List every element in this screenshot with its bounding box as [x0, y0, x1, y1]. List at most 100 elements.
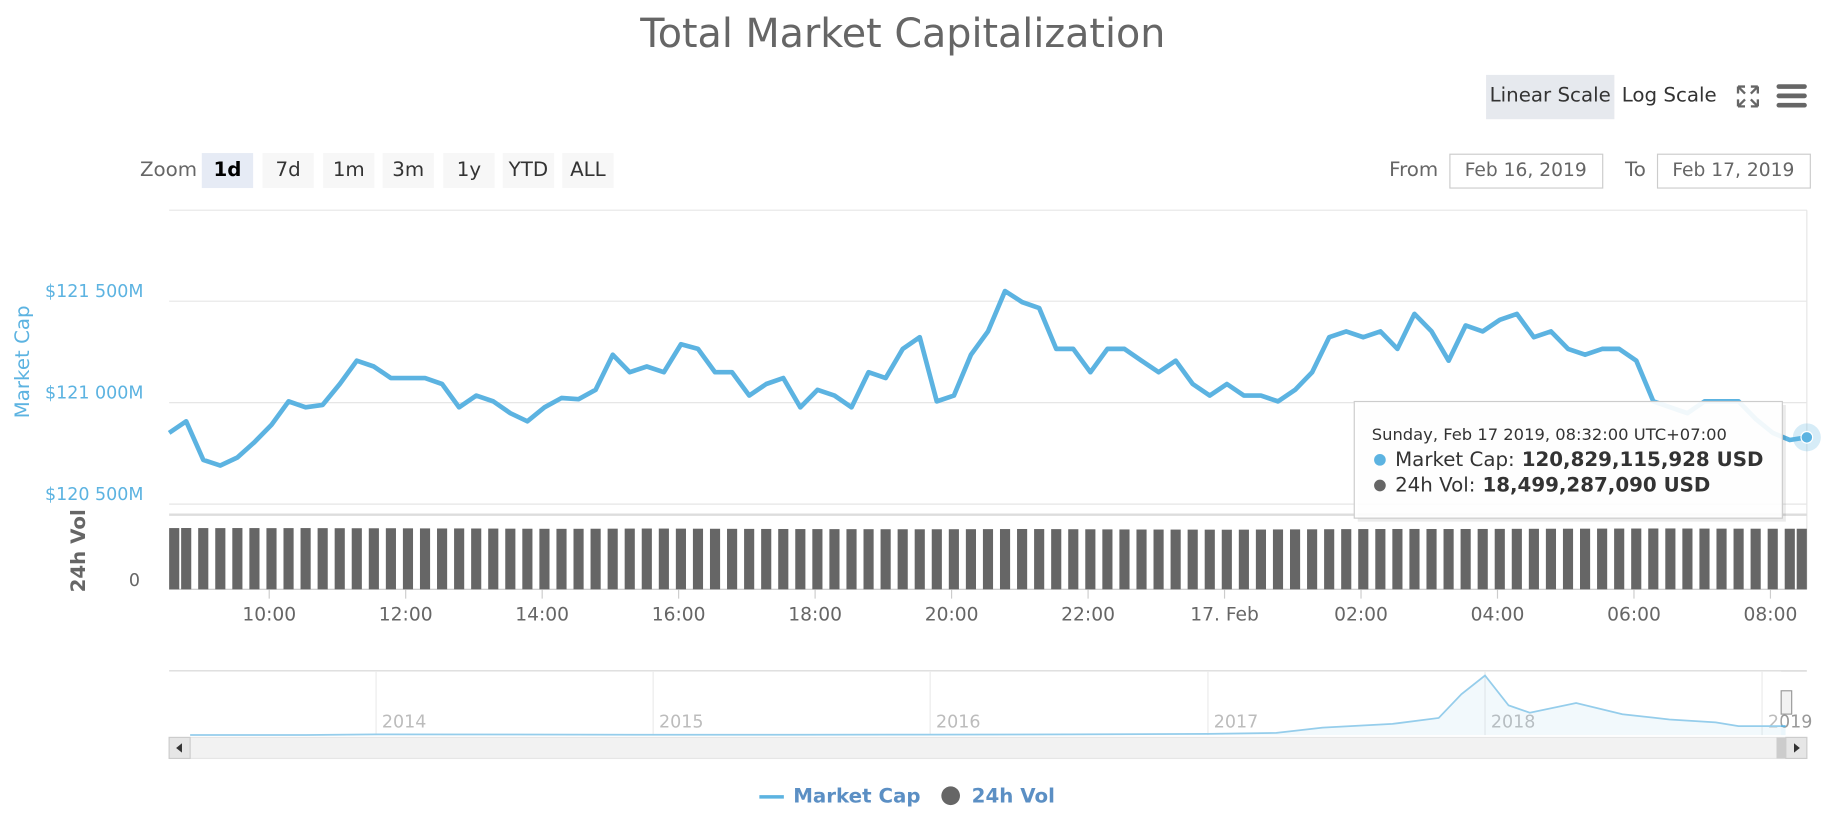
volume-bar — [1272, 529, 1284, 590]
volume-bar — [1068, 529, 1079, 590]
volume-bar — [727, 528, 738, 590]
volume-bar — [1767, 528, 1778, 590]
y-tick-label: $121 000M — [45, 383, 144, 403]
volume-bar — [829, 529, 840, 590]
volume-bar — [1443, 529, 1454, 590]
volume-bar — [846, 529, 857, 590]
volume-bar — [317, 528, 328, 590]
volume-bar — [1562, 528, 1574, 590]
volume-bar — [1477, 528, 1488, 590]
volume-bar — [419, 528, 431, 590]
volume-bar — [778, 528, 789, 590]
x-tick-label: 08:00 — [1744, 604, 1798, 625]
volume-bar — [744, 528, 755, 590]
navigator-tick-label: 2015 — [659, 712, 703, 732]
linear-scale-button[interactable] — [1486, 74, 1615, 120]
navigator-mask — [169, 670, 1782, 738]
tooltip-label: Market Cap: — [1395, 447, 1515, 470]
volume-bar — [437, 528, 448, 590]
volume-bar — [641, 528, 652, 590]
from-input[interactable] — [1449, 153, 1604, 189]
from-value[interactable]: Feb 16, 2019 — [1465, 160, 1587, 181]
volume-bar — [948, 529, 959, 590]
volume-bar — [1153, 529, 1164, 590]
volume-bar — [607, 528, 618, 590]
zoom-button[interactable] — [382, 153, 434, 189]
zoom-button-label[interactable]: YTD — [508, 158, 548, 181]
volume-bar — [266, 528, 277, 590]
volume-bar — [1085, 529, 1096, 590]
volume-bar — [522, 528, 533, 590]
volume-bar — [300, 528, 311, 590]
volume-bar — [1119, 529, 1130, 590]
volume-bar — [1341, 529, 1352, 590]
volume-bar — [624, 528, 635, 590]
zoom-button-label[interactable]: 1y — [457, 158, 482, 181]
volume-bar — [999, 529, 1011, 590]
volume-bar — [573, 528, 584, 590]
volume-bar — [1375, 529, 1386, 590]
tooltip-value: 120,829,115,928 USD — [1522, 447, 1764, 470]
volume-bar — [1597, 528, 1608, 590]
legend-label[interactable]: Market Cap — [793, 784, 920, 807]
volume-bar — [709, 528, 721, 590]
navigator-tick-label: 2014 — [382, 712, 427, 732]
zoom-button[interactable] — [443, 153, 495, 189]
volume-bar — [1307, 529, 1318, 590]
chart-title: Total Market Capitalization — [639, 11, 1165, 57]
linear-scale-label[interactable]: Linear Scale — [1490, 83, 1611, 106]
volume-bar — [1699, 528, 1710, 590]
volume-bar — [385, 528, 396, 590]
volume-bar — [488, 528, 499, 590]
y-tick-label: $120 500M — [45, 485, 144, 505]
zoom-button[interactable] — [201, 153, 254, 189]
volume-bar — [505, 528, 516, 590]
zoom-button[interactable] — [262, 153, 314, 189]
tooltip-box — [1353, 400, 1783, 519]
zoom-button[interactable] — [323, 153, 375, 189]
zoom-button-label[interactable]: 1m — [333, 158, 365, 181]
volume-bar — [1796, 528, 1807, 590]
volume-bar — [931, 529, 942, 590]
volume-bar — [198, 528, 209, 590]
zoom-button[interactable] — [502, 153, 555, 189]
to-value[interactable]: Feb 17, 2019 — [1672, 160, 1794, 181]
log-scale-label[interactable]: Log Scale — [1622, 83, 1717, 106]
zoom-button[interactable] — [562, 153, 614, 189]
zoom-button-label[interactable]: 1d — [213, 158, 241, 181]
x-tick-label: 14:00 — [515, 604, 569, 625]
zoom-button-label[interactable]: 3m — [392, 158, 424, 181]
menu-icon[interactable] — [1776, 84, 1807, 108]
zoom-button-label[interactable]: 7d — [276, 158, 301, 181]
x-tick-label: 10:00 — [242, 604, 296, 625]
tooltip-row: Market Cap: 120,829,115,928 USD — [1395, 447, 1763, 470]
legend-label[interactable]: 24h Vol — [972, 784, 1055, 807]
volume-bar — [249, 528, 260, 590]
from-label: From — [1389, 158, 1438, 181]
fullscreen-icon[interactable] — [1736, 85, 1760, 108]
volume-bar — [1784, 528, 1795, 590]
volume-bar — [914, 529, 925, 590]
volume-bar — [692, 528, 704, 590]
volume-bar — [590, 528, 601, 590]
volume-bar — [1494, 528, 1505, 590]
volume-bar — [1136, 529, 1147, 590]
volume-bar — [1187, 529, 1198, 590]
volume-bar — [965, 529, 976, 590]
scrollbar-right-arrow — [1794, 743, 1800, 753]
volume-bar — [658, 528, 669, 590]
volume-bar — [1511, 528, 1522, 590]
to-input[interactable] — [1656, 153, 1811, 189]
navigator-line — [190, 674, 1786, 736]
x-tick-label: 18:00 — [788, 604, 842, 625]
volume-bar — [1034, 529, 1045, 590]
y2-axis-title: 24h Vol — [67, 509, 90, 592]
volume-bar — [1460, 528, 1471, 590]
scrollbar-left-arrow — [176, 743, 182, 753]
hover-point — [1800, 430, 1814, 444]
volume-bar — [556, 528, 567, 590]
volume-bar — [1255, 529, 1267, 590]
navigator-handle[interactable] — [1780, 690, 1793, 715]
zoom-button-label[interactable]: ALL — [570, 158, 606, 181]
